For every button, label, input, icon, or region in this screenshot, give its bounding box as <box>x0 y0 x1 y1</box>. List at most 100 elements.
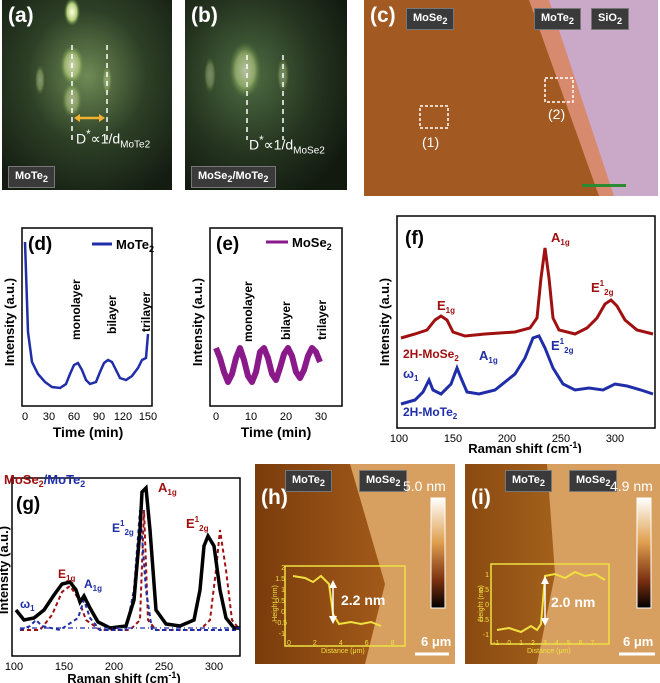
tag-i1-text: MoTe <box>512 474 540 486</box>
peak-f-e12g-bottom: E12g <box>551 337 574 355</box>
inset-i-ytick: -1 <box>482 632 489 639</box>
formula-b-sup: * <box>259 134 264 147</box>
colorbar-max-h: 5.0 nm <box>403 478 446 494</box>
optical-image-c <box>364 0 658 196</box>
plot-frame-d <box>21 227 153 407</box>
peak-f-omega: ω1 <box>403 366 419 383</box>
panel-d-letter: (d) <box>28 234 52 255</box>
xticks-g: 100 150 200 250 300 <box>5 661 223 673</box>
series-mose2-mote2 <box>14 484 240 630</box>
tag-a-text: MoTe <box>15 170 43 182</box>
tag-i2-sub: 2 <box>605 478 611 489</box>
tag-c1-text: MoSe <box>413 12 443 24</box>
inset-h-ytick: -1 <box>278 631 285 638</box>
step-height-i: 2.0 nm <box>551 594 596 610</box>
plot-frame-g <box>11 477 241 657</box>
formula-b-main: D <box>249 136 260 153</box>
inset-i-xlabel: Distance (μm) <box>527 648 571 655</box>
panel-b-tag: MoSe2/MoTe2 <box>191 166 276 189</box>
xlabel-e: Time (min) <box>241 424 312 440</box>
panel-b-formula: D*∝1/dMoSe2 <box>249 134 325 156</box>
panel-c-letter: (c) <box>370 4 396 27</box>
inset-i-ytick: 1 <box>485 572 489 579</box>
inset-h-xtick: 0 <box>287 640 291 647</box>
tag-h2-text: MoSe <box>366 474 396 486</box>
afm-image-i <box>465 464 660 664</box>
rheed-image-a <box>2 0 172 190</box>
region-2-label: (2) <box>548 106 566 122</box>
panel-a-formula: D*∝1/dMoTe2 <box>76 128 150 150</box>
panel-e-letter: (e) <box>216 234 239 255</box>
inset-i-xtick: 4 <box>554 640 559 647</box>
label-2h-mose2: 2H-MoSe2 <box>403 347 459 363</box>
tag-h2-sub: 2 <box>395 478 401 489</box>
inset-i-ytick: 0 <box>485 602 489 609</box>
inset-h-ytick: 1.5 <box>275 576 285 583</box>
formula-b-sub: MoSe2 <box>293 145 325 157</box>
xtick-d-2: 60 <box>68 411 80 423</box>
panel-i-tag-mote2: MoTe2 <box>505 470 552 493</box>
series-mose2-mote2-fit-blue <box>19 509 240 632</box>
formula-a-rest: ∝1/d <box>90 130 121 147</box>
tag-c3-sub: 2 <box>616 16 623 27</box>
xlabel-d: Time (min) <box>53 424 124 440</box>
annotation-monolayer-d: monolayer <box>69 279 83 340</box>
inset-h-xtick: 6 <box>364 640 369 647</box>
xticks-e: 0 10 20 30 <box>213 411 327 423</box>
inset-h-xtick: 2 <box>312 640 317 647</box>
panel-h-tag-mose2: MoSe2 <box>359 470 408 493</box>
tag-a-sub: 2 <box>42 174 48 185</box>
tag-b-sub2: 2 <box>263 174 269 185</box>
xtick-f-0: 100 <box>390 433 408 445</box>
xtick-g-0: 100 <box>5 661 23 673</box>
ylabel-f: Intensity (a.u.) <box>377 278 392 366</box>
scalebar-i: 6 μm <box>623 634 654 649</box>
ylabel-d: Intensity (a.u.) <box>2 278 17 366</box>
formula-a-main: D <box>76 130 87 147</box>
peak-f-a1g-bottom: A1g <box>479 348 498 365</box>
xtick-d-0: 0 <box>22 411 28 423</box>
panel-i-tag-mose2: MoSe2 <box>569 470 618 493</box>
ylabel-g: Intensity (a.u.) <box>0 526 11 614</box>
panel-a-letter: (a) <box>8 4 34 27</box>
xtick-e-3: 30 <box>315 411 327 423</box>
tag-h1-text: MoTe <box>292 474 320 486</box>
panel-c-tag-mose2: MoSe2 <box>406 8 455 31</box>
legend-d-text: MoTe2 <box>116 237 154 254</box>
panel-f: (f) 2H-MoSe2 2H-MoTe2 E1g A1g E12g ω1 A1… <box>377 215 656 453</box>
xtick-d-3: 90 <box>93 411 105 423</box>
series-2h-mote2 <box>400 334 654 406</box>
inset-i-ytick: -0.5 <box>477 617 490 624</box>
plot-frame-f <box>396 215 656 429</box>
panel-g-letter: (g) <box>16 494 40 515</box>
ylabel-e: Intensity (a.u.) <box>190 278 205 366</box>
xtick-f-3: 250 <box>552 433 570 445</box>
annotation-trilayer-d: trilayer <box>139 292 153 332</box>
inset-i-xtick: 7 <box>590 640 595 647</box>
panel-h: (h) MoTe2 MoSe2 5.0 nm 2.2 nm 6 μm Heigh… <box>255 464 455 664</box>
rheed-image-b <box>185 0 347 190</box>
panel-i: (i) MoTe2 MoSe2 4.9 nm 2.0 nm 6 μm Heigh… <box>465 464 660 664</box>
inset-i-xtick: 2 <box>531 640 535 647</box>
series-2h-mose2 <box>400 247 654 340</box>
inset-h-ytick: 0 <box>281 609 285 616</box>
xtick-e-1: 10 <box>245 411 257 423</box>
peak-f-a1g-top: A1g <box>551 230 570 247</box>
series-mose2-mote2-fit-red <box>20 509 241 631</box>
inset-i-xtick: 5 <box>566 640 571 647</box>
peak-g-a1g-blue: A1g <box>84 577 102 593</box>
inset-i-xtick: 6 <box>578 640 583 647</box>
inset-h-xticks: 0 2 4 6 8 <box>287 640 395 647</box>
xtick-e-0: 0 <box>213 411 219 423</box>
panel-g: MoSe2/MoTe2 (g) ω1 E1g A1g E12g A1g E12g… <box>0 472 241 683</box>
xtick-f-4: 300 <box>606 433 624 445</box>
peak-f-e1g: E1g <box>437 298 455 315</box>
inset-i-xtick: 1 <box>519 640 524 647</box>
inset-i-xtick: 0 <box>507 640 512 647</box>
peak-f-e12g-top: E12g <box>591 279 614 297</box>
inset-h-xtick: 8 <box>390 640 395 647</box>
panel-e: MoSe2 (e) monolayer bilayer trilayer 0 1… <box>190 227 343 440</box>
xtick-g-2: 200 <box>105 661 123 673</box>
xtick-d-1: 30 <box>43 411 55 423</box>
annotation-monolayer-e: monolayer <box>241 281 255 342</box>
